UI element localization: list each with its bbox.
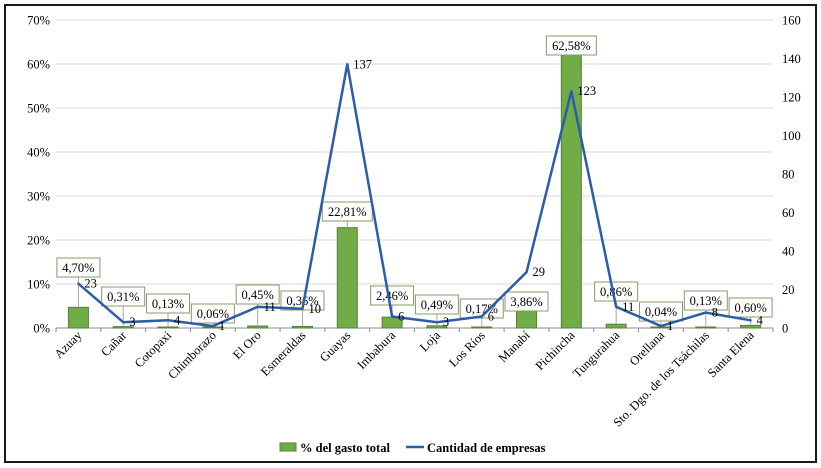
bar-label: 0,36% [286, 294, 318, 308]
right-axis-tick-label: 0 [782, 322, 788, 336]
category-label: Cotopaxi [132, 328, 175, 371]
bar-label-box [545, 35, 597, 56]
right-axis-tick-label: 140 [782, 52, 801, 66]
category-label: Loja [417, 328, 443, 354]
bar-label-box [146, 293, 191, 314]
right-axis-tick-label: 100 [782, 129, 801, 143]
bar-label: 0,60% [734, 301, 766, 315]
bar-label: 0,04% [645, 305, 677, 319]
bar-label-box [683, 290, 728, 311]
count-label: 11 [622, 300, 634, 314]
category-label: Los Ríos [446, 328, 488, 370]
category-label: Tungurahua [570, 328, 623, 381]
bar-label: 0,86% [600, 285, 632, 299]
left-axis-tick-label: 50% [27, 102, 50, 116]
right-axis-tick-label: 120 [782, 91, 801, 105]
bar-label: 3,86% [510, 295, 542, 309]
bar-label: 0,17% [466, 302, 498, 316]
right-axis-tick-label: 20 [782, 283, 795, 297]
category-label: Orellana [627, 328, 668, 369]
count-label: 137 [353, 57, 372, 71]
left-axis-tick-label: 60% [27, 58, 50, 72]
bar-Los Ríos [471, 326, 493, 329]
right-axis-tick-label: 60 [782, 206, 795, 220]
category-label: Guayas [317, 328, 354, 365]
count-label: 6 [488, 309, 494, 323]
bar-label-box [504, 291, 549, 312]
count-label: 3 [443, 315, 449, 329]
count-label: 3 [129, 315, 135, 329]
figure-border [4, 4, 817, 463]
count-label: 1 [219, 319, 225, 333]
bar-label-box [459, 298, 504, 319]
right-axis-tick-label: 80 [782, 168, 795, 182]
count-label: 6 [398, 309, 404, 323]
bar-Manabí [516, 310, 538, 329]
category-label: Cañar [98, 328, 130, 360]
category-label: Azuay [52, 328, 85, 361]
left-axis-tick-label: 0% [33, 322, 50, 336]
category-label: Chimborazo [165, 328, 219, 382]
bar-label-box [370, 285, 415, 306]
bar-El Oro [247, 325, 269, 329]
legend-line-label: Cantidad de empresas [427, 441, 546, 455]
bar-label: 0,06% [197, 307, 229, 321]
left-axis-tick-label: 70% [27, 14, 50, 28]
count-label: 10 [308, 302, 321, 316]
bar-Azuay [67, 306, 89, 329]
left-axis-tick-label: 30% [27, 190, 50, 204]
category-label: Santa Elena [705, 328, 757, 380]
bar-label: 62,58% [552, 39, 591, 53]
bar-label: 0,45% [242, 288, 274, 302]
bar-label-box [280, 290, 325, 311]
category-label: Manabí [496, 328, 533, 365]
line-series [77, 63, 752, 328]
right-axis-tick-label: 160 [782, 14, 801, 28]
left-axis-tick-label: 40% [27, 146, 50, 160]
bar-Guayas [336, 227, 358, 329]
bar-label-box [101, 286, 146, 307]
bar-label: 0,31% [107, 290, 139, 304]
bar-label-box [235, 284, 280, 305]
left-axis-tick-label: 20% [27, 234, 50, 248]
bar-Sto. Dgo. de los Tsáchilas [695, 326, 717, 329]
bar-label-box [56, 257, 101, 278]
count-label: 8 [712, 306, 718, 320]
bar-label: 22,81% [328, 205, 367, 219]
count-label: 123 [577, 84, 596, 98]
count-label: 29 [533, 265, 546, 279]
bar-label-box [414, 294, 459, 315]
bar-Tungurahua [605, 323, 627, 329]
bar-label: 0,13% [152, 297, 184, 311]
category-label: Esmeraldas [258, 328, 309, 379]
bar-label: 0,13% [690, 294, 722, 308]
category-label: Imbabura [354, 328, 398, 372]
count-label: 1 [667, 319, 673, 333]
bar-label: 4,70% [62, 261, 94, 275]
count-label: 23 [84, 277, 97, 291]
bar-Esmeraldas [291, 325, 313, 329]
category-label: Pichincha [533, 328, 578, 373]
category-label: El Oro [230, 328, 264, 362]
count-label: 4 [757, 313, 764, 327]
right-axis-tick-label: 40 [782, 245, 795, 259]
count-label: 4 [174, 313, 181, 327]
count-label: 11 [264, 300, 276, 314]
bar-label-box [190, 303, 235, 324]
left-axis-tick-label: 10% [27, 278, 50, 292]
bar-label: 2,46% [376, 289, 408, 303]
bar-label-box [728, 297, 773, 318]
bar-label: 0,49% [421, 298, 453, 312]
legend-bar-swatch [279, 442, 297, 452]
legend-bar-label: % del gasto total [300, 441, 390, 455]
bar-label-box [638, 301, 683, 322]
